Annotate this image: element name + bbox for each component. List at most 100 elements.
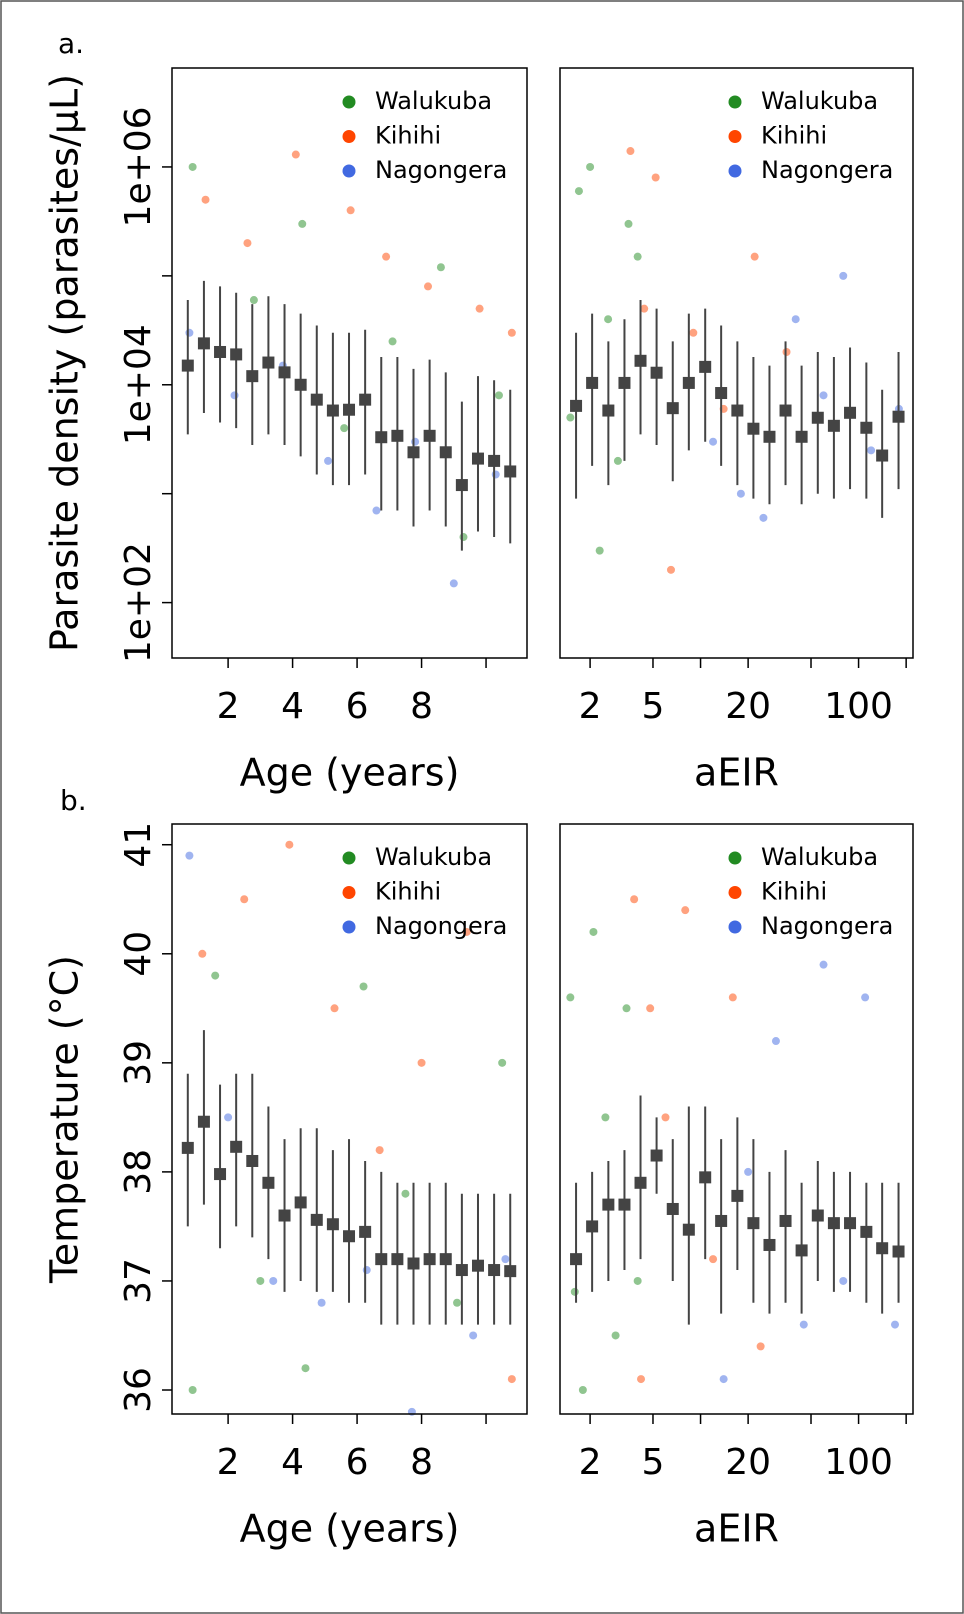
data-point xyxy=(498,1058,507,1067)
summary-point xyxy=(892,1245,905,1258)
summary-point xyxy=(278,366,291,379)
plot-frame xyxy=(559,67,914,659)
legend-label: Walukuba xyxy=(375,87,492,115)
data-point xyxy=(861,993,870,1002)
summary-point xyxy=(230,1140,243,1153)
data-point xyxy=(501,1255,510,1264)
data-point xyxy=(417,1058,426,1067)
summary-point xyxy=(197,337,210,350)
plot-frame xyxy=(171,823,528,1415)
data-point xyxy=(382,252,391,261)
x-axis-label: aEIR xyxy=(694,751,779,795)
summary-point xyxy=(666,1202,679,1215)
summary-point xyxy=(634,1176,647,1189)
summary-point xyxy=(715,1214,728,1227)
summary-point xyxy=(860,1225,873,1238)
data-point xyxy=(799,1320,808,1329)
legend-marker xyxy=(342,164,356,178)
data-point xyxy=(640,304,649,313)
data-point xyxy=(291,150,300,159)
summary-point xyxy=(375,431,388,444)
summary-point xyxy=(310,393,323,406)
summary-point xyxy=(488,1264,501,1277)
data-point xyxy=(330,1004,339,1013)
panel-label: b. xyxy=(60,784,87,817)
data-point xyxy=(449,579,458,588)
x-tick-label: 100 xyxy=(824,1442,893,1483)
summary-point xyxy=(892,410,905,423)
x-tick-label: 2 xyxy=(579,1442,602,1483)
data-point xyxy=(188,1386,197,1395)
summary-point xyxy=(407,1257,420,1270)
x-tick-label: 20 xyxy=(725,1442,771,1483)
data-point xyxy=(744,1167,753,1176)
data-point xyxy=(340,424,349,433)
y-tick-label: 40 xyxy=(118,931,159,977)
summary-point xyxy=(439,1253,452,1266)
data-point xyxy=(578,1386,587,1395)
panel-label: a. xyxy=(58,27,84,60)
data-point xyxy=(633,252,642,261)
data-point xyxy=(719,1375,728,1384)
data-point xyxy=(240,895,249,904)
data-point xyxy=(462,927,471,936)
summary-point xyxy=(455,479,468,492)
y-tick-label: 1e+06 xyxy=(118,106,159,227)
data-point xyxy=(507,1375,516,1384)
summary-point xyxy=(504,1265,517,1278)
summary-point xyxy=(570,399,583,412)
data-point xyxy=(589,927,598,936)
data-point xyxy=(362,1266,371,1275)
summary-point xyxy=(860,421,873,434)
legend-label: Walukuba xyxy=(761,843,878,871)
data-point xyxy=(626,147,635,156)
summary-point xyxy=(407,446,420,459)
data-point xyxy=(324,456,333,465)
y-axis-label: Temperature (°C) xyxy=(43,955,87,1284)
summary-point xyxy=(876,1242,889,1255)
summary-point xyxy=(214,345,227,358)
summary-point xyxy=(326,1218,339,1231)
summary-point xyxy=(359,1225,372,1238)
x-tick-label: 5 xyxy=(642,1442,665,1483)
data-point xyxy=(709,1255,718,1264)
summary-point xyxy=(230,348,243,361)
summary-point xyxy=(795,1244,808,1257)
summary-point xyxy=(811,1209,824,1222)
x-tick-label: 8 xyxy=(410,1442,433,1483)
x-tick-label: 6 xyxy=(346,686,369,727)
summary-point xyxy=(294,1196,307,1209)
data-point xyxy=(317,1298,326,1307)
legend-label: Nagongera xyxy=(375,156,507,184)
legend-marker xyxy=(342,130,356,143)
x-tick-label: 4 xyxy=(281,1442,304,1483)
x-tick-label: 5 xyxy=(642,686,665,727)
legend-label: Kihihi xyxy=(761,878,827,906)
data-point xyxy=(475,304,484,313)
data-point xyxy=(839,271,848,280)
data-point xyxy=(301,1364,310,1373)
y-tick-label: 38 xyxy=(118,1149,159,1195)
data-point xyxy=(185,328,194,337)
plot-frame xyxy=(171,67,528,659)
summary-point xyxy=(699,1171,712,1184)
x-tick-label: 2 xyxy=(217,1442,240,1483)
data-point xyxy=(622,1004,631,1013)
data-point xyxy=(566,993,575,1002)
y-tick-label: 36 xyxy=(118,1367,159,1413)
data-point xyxy=(728,993,737,1002)
summary-point xyxy=(682,1223,695,1236)
data-point xyxy=(185,851,194,860)
summary-point xyxy=(586,376,599,389)
summary-point xyxy=(294,378,307,391)
data-point xyxy=(771,1037,780,1046)
y-tick-label: 1e+04 xyxy=(118,324,159,445)
summary-point xyxy=(715,387,728,400)
data-point xyxy=(346,206,355,215)
legend-marker xyxy=(728,920,742,934)
data-point xyxy=(624,219,633,228)
summary-point xyxy=(618,376,631,389)
legend-marker xyxy=(728,164,742,178)
summary-point xyxy=(214,1168,227,1181)
summary-point xyxy=(423,429,436,442)
